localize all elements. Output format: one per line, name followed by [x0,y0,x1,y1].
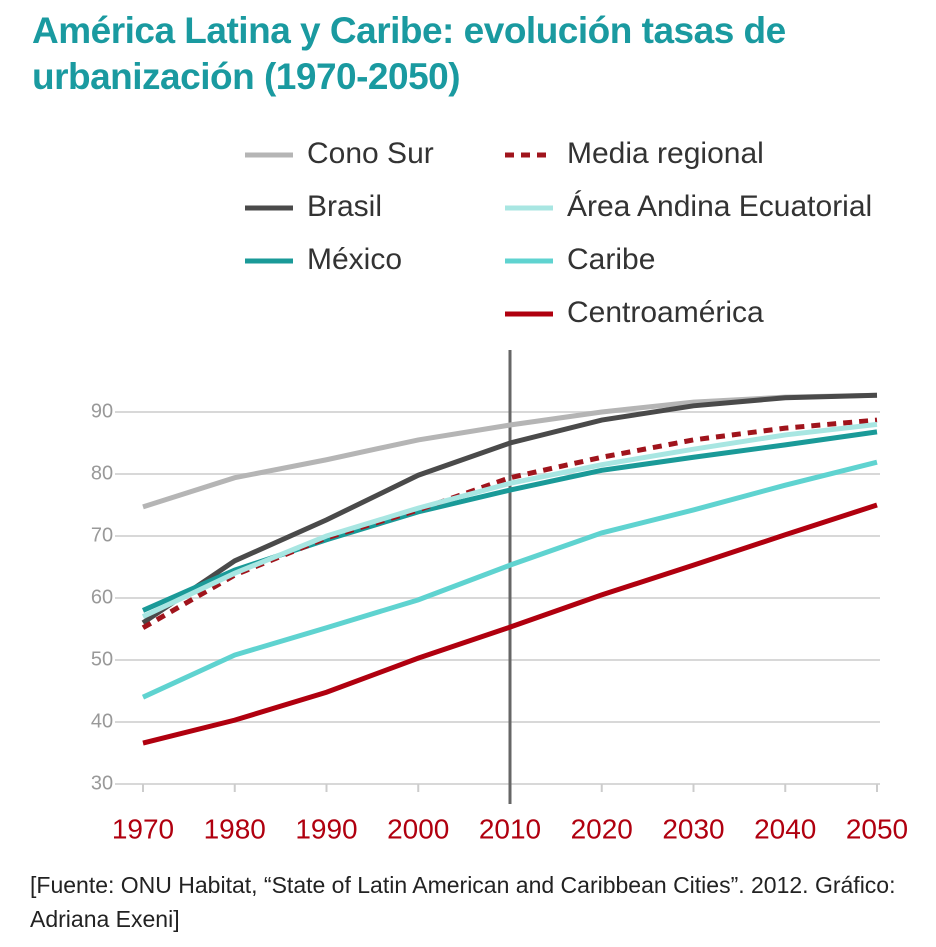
x-tick-label: 2010 [479,813,541,844]
y-tick-label: 70 [91,524,113,546]
legend-label: Caribe [567,243,655,276]
source: [Fuente: ONU Habitat, “State of Latin Am… [30,872,896,932]
y-tick-label: 50 [91,648,113,670]
legend-label: Media regional [567,137,764,170]
line [142,502,878,746]
x-tick-label: 2040 [754,813,816,844]
line [141,459,878,700]
y-tick-label: 60 [91,586,113,608]
legend-label: México [307,243,402,276]
line [141,417,878,630]
x-tick-label: 2000 [387,813,449,844]
y-tick-label: 40 [91,710,113,732]
y-tick-label: 90 [91,400,113,422]
line [141,421,878,619]
chart: 30 40 50 60 70 80 90 1970 1980 1990 2000 2010 2020 20… [91,137,908,844]
legend-label: Área Andina Ecuatorial [567,190,872,223]
x-tick-label: 1990 [295,813,357,844]
y-tick-label: 80 [91,462,113,484]
x-tick-label: 1980 [204,813,266,844]
legend-label: Brasil [307,190,382,223]
x-tick-label: 2020 [571,813,633,844]
line [141,392,878,625]
y-tick-label: 30 [91,772,113,794]
legend-label: Cono Sur [307,137,434,170]
chart-title: América Latina y Caribe: evolución tasas… [32,10,786,97]
x-tick-label: 1970 [112,813,174,844]
legend-label: Centroamérica [567,296,764,329]
x-tick-label: 2030 [662,813,724,844]
x-tick-label: 2050 [846,813,908,844]
